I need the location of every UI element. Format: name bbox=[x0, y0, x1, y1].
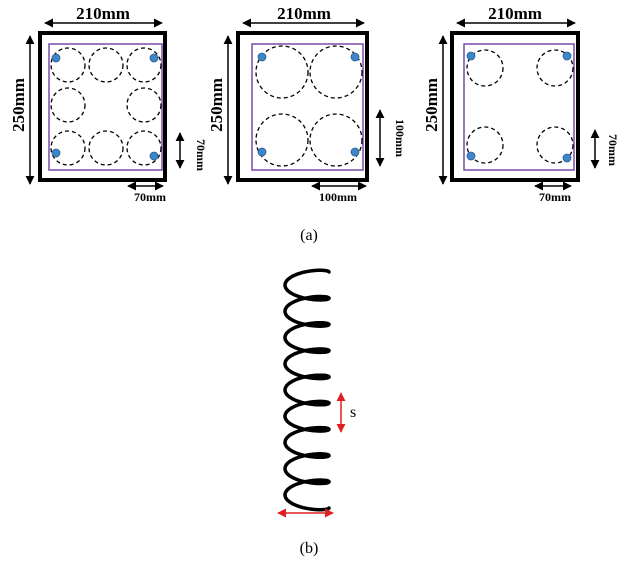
bottom-label: 70mm bbox=[134, 190, 166, 204]
shape bbox=[150, 152, 158, 160]
outer-section bbox=[238, 33, 367, 180]
shape bbox=[563, 154, 571, 162]
panel: 210mm 250mm 70mm 70mm bbox=[422, 4, 618, 204]
side-label: 70mm bbox=[606, 134, 618, 166]
shape bbox=[89, 48, 123, 82]
spiral bbox=[285, 270, 329, 509]
shape bbox=[258, 148, 266, 156]
shape bbox=[51, 48, 85, 82]
stirrup bbox=[464, 44, 574, 170]
shape bbox=[563, 52, 571, 60]
shape bbox=[127, 48, 161, 82]
width-label: 210mm bbox=[488, 4, 542, 23]
shape bbox=[127, 88, 161, 122]
stirrup bbox=[49, 44, 162, 170]
panel: 210mm 250mm 100mm 100mm bbox=[207, 4, 407, 204]
side-label: 70mm bbox=[194, 139, 208, 171]
shape bbox=[351, 148, 359, 156]
height-label: 250mm bbox=[422, 78, 441, 132]
width-label: 210mm bbox=[76, 4, 130, 23]
shape bbox=[51, 88, 85, 122]
shape bbox=[467, 52, 475, 60]
caption: (a) bbox=[300, 227, 318, 244]
shape bbox=[52, 149, 60, 157]
cores bbox=[256, 46, 362, 166]
shape bbox=[467, 152, 475, 160]
height-label: 250mm bbox=[207, 78, 226, 132]
figure: 210mm 250mm 70mm 70mm 210mm 250mm 100mm … bbox=[0, 0, 618, 561]
shape bbox=[51, 131, 85, 165]
bottom-label: 100mm bbox=[319, 190, 357, 204]
stirrup bbox=[252, 44, 363, 170]
spacing-label: s bbox=[350, 404, 356, 421]
shape bbox=[52, 54, 60, 62]
width-label: 210mm bbox=[277, 4, 331, 23]
panel: 210mm 250mm 70mm 70mm bbox=[9, 4, 208, 204]
shape bbox=[351, 53, 359, 61]
side-label: 100mm bbox=[393, 119, 407, 157]
shape bbox=[310, 114, 362, 166]
shape bbox=[150, 54, 158, 62]
shape bbox=[258, 53, 266, 61]
height-label: 250mm bbox=[9, 78, 28, 132]
cores bbox=[51, 48, 161, 165]
cores bbox=[467, 50, 573, 163]
shape bbox=[89, 131, 123, 165]
caption: (b) bbox=[300, 540, 319, 557]
shape bbox=[256, 114, 308, 166]
bottom-label: 70mm bbox=[539, 190, 571, 204]
